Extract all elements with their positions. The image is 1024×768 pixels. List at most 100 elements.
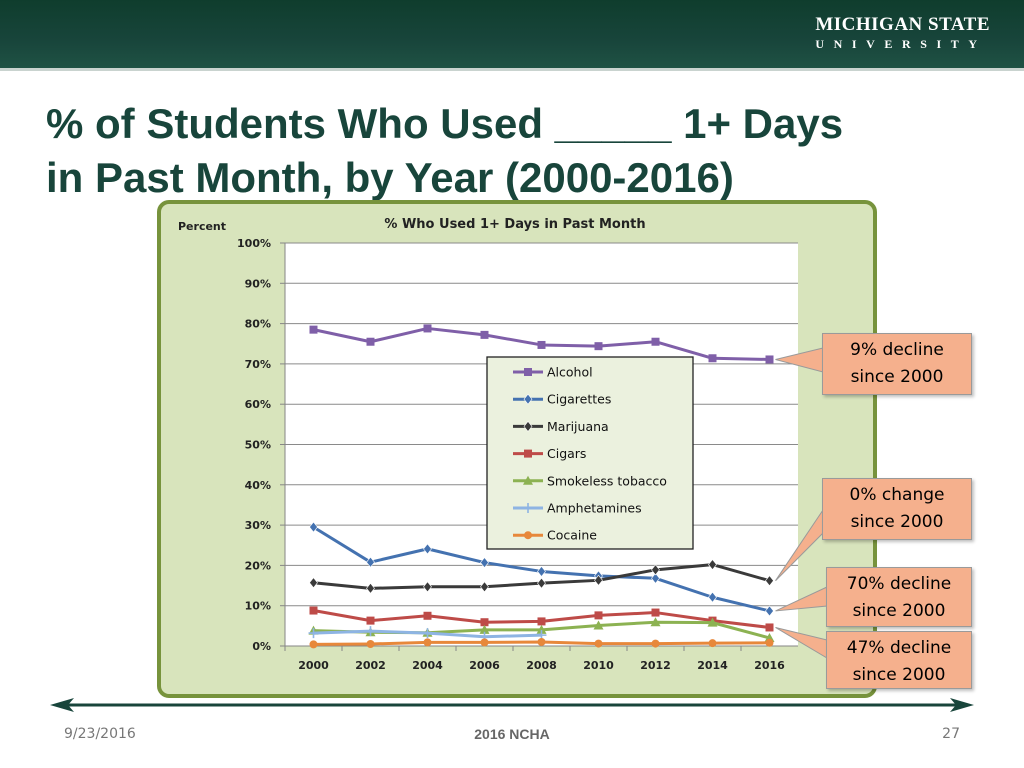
x-tick-label: 2016 bbox=[754, 659, 785, 672]
legend-items: Alcohol Cigarettes Marijuana Cigars Smokeles… bbox=[513, 365, 667, 543]
data-point bbox=[708, 639, 717, 648]
data-point bbox=[594, 611, 603, 620]
data-point bbox=[593, 620, 604, 630]
y-tick-label: 80% bbox=[245, 318, 271, 331]
data-point bbox=[423, 543, 432, 555]
data-point bbox=[594, 574, 603, 586]
legend-item-marijuana: Marijuana bbox=[513, 419, 609, 434]
data-point bbox=[480, 581, 489, 593]
data-point bbox=[309, 325, 318, 334]
logo-line2: UNIVERSITY bbox=[815, 37, 987, 51]
x-tick-label: 2004 bbox=[412, 659, 443, 672]
data-point bbox=[537, 340, 546, 349]
legend-label: Smokeless tobacco bbox=[547, 473, 667, 488]
series-group bbox=[308, 324, 775, 649]
legend-swatch-marker bbox=[524, 449, 532, 458]
legend-swatch-marker bbox=[523, 420, 533, 432]
legend-item-cocaine: Cocaine bbox=[513, 528, 597, 543]
data-point bbox=[537, 637, 546, 646]
page-number: 27 bbox=[942, 726, 960, 742]
y-tick-label: 100% bbox=[237, 237, 271, 250]
callout-alcohol-line2: since 2000 bbox=[850, 367, 944, 387]
x-tick-label: 2012 bbox=[640, 659, 671, 672]
callout-cigars-line1: 47% decline bbox=[846, 638, 952, 658]
callout-alcohol: 9% decline since 2000 bbox=[822, 333, 972, 395]
header-divider bbox=[0, 68, 1024, 71]
bottom-rule bbox=[50, 698, 974, 712]
x-tick-label: 2010 bbox=[583, 659, 614, 672]
y-tick-label: 30% bbox=[245, 519, 271, 532]
callout-cigars-line2: since 2000 bbox=[852, 665, 946, 685]
callout-marijuana-line1: 0% change bbox=[849, 485, 945, 505]
callout-cigars: 47% decline since 2000 bbox=[826, 631, 972, 689]
x-tick-label: 2008 bbox=[526, 659, 557, 672]
y-axis-label: Percent bbox=[178, 220, 226, 233]
footer-title: 2016 NCHA bbox=[474, 726, 550, 742]
callout-cigarettes: 70% decline since 2000 bbox=[826, 567, 972, 627]
y-tick-label: 70% bbox=[245, 358, 271, 371]
legend-swatch-marker bbox=[523, 503, 533, 513]
series-marijuana bbox=[309, 559, 774, 594]
y-tick-label: 90% bbox=[245, 277, 271, 290]
legend-swatch-marker bbox=[523, 475, 533, 485]
x-tick-label: 2000 bbox=[298, 659, 329, 672]
data-point bbox=[765, 575, 774, 587]
data-point bbox=[765, 605, 774, 617]
y-axis-ticks: 0% 10% 20% 30% 40% 50% 60% 70% 80% 90% 100% bbox=[237, 237, 285, 653]
legend: Alcohol Cigarettes Marijuana Cigars Smokeles… bbox=[486, 356, 694, 550]
legend-label: Cigarettes bbox=[547, 392, 611, 407]
header-bar: MICHIGAN STATE UNIVERSITY bbox=[0, 0, 1024, 68]
series-amphetamines bbox=[308, 626, 547, 642]
data-point bbox=[765, 638, 774, 647]
data-point bbox=[309, 606, 318, 615]
data-point bbox=[537, 617, 546, 626]
data-point bbox=[480, 557, 489, 569]
data-point bbox=[423, 324, 432, 333]
legend-label: Marijuana bbox=[547, 419, 609, 434]
legend-label: Alcohol bbox=[547, 365, 593, 380]
callout-marijuana-line2: since 2000 bbox=[850, 512, 944, 532]
title-line2: in Past Month, by Year (2000-2016) bbox=[46, 154, 734, 201]
legend-item-smokeless-tobacco: Smokeless tobacco bbox=[513, 473, 667, 488]
data-point bbox=[651, 564, 660, 576]
data-point bbox=[594, 342, 603, 351]
y-tick-label: 20% bbox=[245, 559, 271, 572]
data-point bbox=[366, 582, 375, 594]
data-point bbox=[708, 354, 717, 363]
x-axis-ticks: 2000 2002 2004 2006 2008 2010 2012 2014 2016 bbox=[284, 646, 785, 672]
legend-swatch-marker bbox=[524, 531, 532, 540]
x-tick-label: 2006 bbox=[469, 659, 500, 672]
y-tick-label: 10% bbox=[245, 600, 271, 613]
data-point bbox=[708, 559, 717, 571]
data-point bbox=[537, 565, 546, 577]
msu-logo: MICHIGAN STATE UNIVERSITY bbox=[815, 14, 990, 52]
data-point bbox=[765, 623, 774, 632]
data-point bbox=[366, 616, 375, 625]
data-point bbox=[423, 581, 432, 593]
data-point bbox=[537, 577, 546, 589]
slide-title: % of Students Who Used _____ 1+ Days in … bbox=[46, 97, 986, 205]
callout-alcohol-line1: 9% decline bbox=[850, 340, 944, 360]
data-point bbox=[480, 618, 489, 627]
legend-item-alcohol: Alcohol bbox=[513, 365, 593, 380]
data-point bbox=[536, 624, 547, 634]
data-point bbox=[365, 626, 376, 637]
data-point bbox=[309, 640, 318, 649]
series-alcohol bbox=[309, 324, 774, 364]
data-point bbox=[366, 556, 375, 568]
legend-item-cigars: Cigars bbox=[513, 446, 586, 461]
data-point bbox=[651, 572, 660, 584]
x-tick-label: 2002 bbox=[355, 659, 386, 672]
footer-date: 9/23/2016 bbox=[64, 726, 136, 742]
x-tick-label: 2014 bbox=[697, 659, 728, 672]
callout-cigarettes-line1: 70% decline bbox=[846, 574, 952, 594]
logo-line1: MICHIGAN STATE bbox=[815, 14, 990, 35]
legend-swatch-marker bbox=[523, 393, 533, 405]
data-point bbox=[480, 638, 489, 647]
legend-label: Amphetamines bbox=[547, 501, 642, 516]
title-line1: % of Students Who Used _____ 1+ Days bbox=[46, 100, 844, 147]
data-point bbox=[479, 624, 490, 634]
callout-cigarettes-line2: since 2000 bbox=[852, 601, 946, 621]
data-point bbox=[366, 337, 375, 346]
data-point bbox=[650, 617, 661, 627]
